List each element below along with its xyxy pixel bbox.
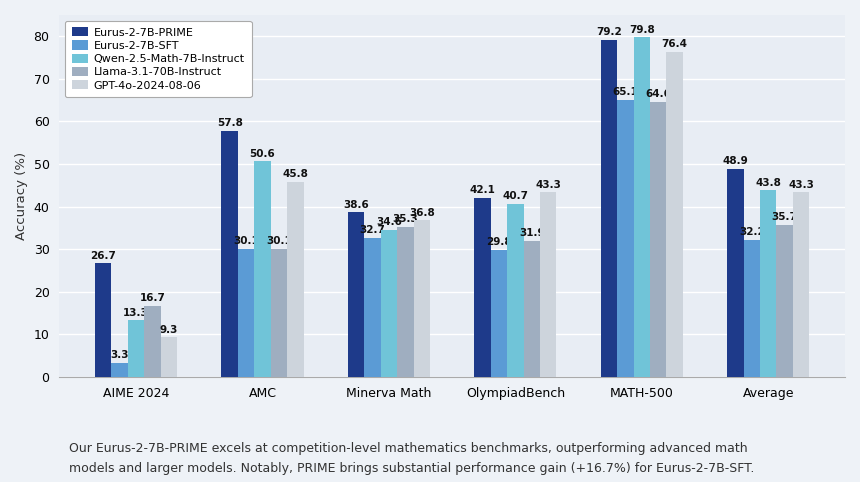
Bar <box>650 102 666 377</box>
Text: 57.8: 57.8 <box>217 118 243 128</box>
Bar <box>221 131 238 377</box>
Text: 16.7: 16.7 <box>139 293 165 303</box>
Bar <box>777 225 793 377</box>
Bar <box>524 241 540 377</box>
Bar <box>634 37 650 377</box>
Text: 36.8: 36.8 <box>408 208 434 217</box>
Text: 79.8: 79.8 <box>629 25 654 35</box>
Bar <box>381 229 397 377</box>
Bar <box>347 213 365 377</box>
Text: 45.8: 45.8 <box>282 169 309 179</box>
Bar <box>760 190 777 377</box>
Bar <box>95 263 112 377</box>
Bar <box>271 249 287 377</box>
Bar <box>414 220 430 377</box>
Y-axis label: Accuracy (%): Accuracy (%) <box>15 152 28 240</box>
Text: 30.1: 30.1 <box>233 236 259 246</box>
Bar <box>540 192 556 377</box>
Legend: Eurus-2-7B-PRIME, Eurus-2-7B-SFT, Qwen-2.5-Math-7B-Instruct, Llama-3.1-70B-Instr: Eurus-2-7B-PRIME, Eurus-2-7B-SFT, Qwen-2… <box>64 21 251 97</box>
Text: 34.6: 34.6 <box>376 217 402 227</box>
Text: 35.7: 35.7 <box>771 212 797 222</box>
Bar <box>507 203 524 377</box>
Bar <box>112 363 128 377</box>
Text: 30.1: 30.1 <box>266 236 292 246</box>
Text: 26.7: 26.7 <box>90 251 116 261</box>
Text: 35.3: 35.3 <box>392 214 418 224</box>
Text: 3.3: 3.3 <box>110 350 129 360</box>
Bar <box>128 320 144 377</box>
Text: 31.9: 31.9 <box>519 228 544 239</box>
Bar <box>491 250 507 377</box>
Text: 50.6: 50.6 <box>249 149 275 159</box>
Text: 43.8: 43.8 <box>755 178 781 188</box>
Text: 79.2: 79.2 <box>596 27 622 37</box>
Bar <box>727 169 744 377</box>
Text: 9.3: 9.3 <box>160 325 178 335</box>
Text: models and larger models. Notably, PRIME brings substantial performance gain (+1: models and larger models. Notably, PRIME… <box>69 462 754 475</box>
Text: Our Eurus-2-7B-PRIME excels at competition-level mathematics benchmarks, outperf: Our Eurus-2-7B-PRIME excels at competiti… <box>69 442 747 455</box>
Text: 43.3: 43.3 <box>788 180 814 190</box>
Text: 76.4: 76.4 <box>661 39 688 49</box>
Bar <box>474 198 491 377</box>
Text: 32.2: 32.2 <box>739 227 765 237</box>
Bar <box>144 306 161 377</box>
Text: 13.3: 13.3 <box>123 308 149 318</box>
Bar <box>793 192 809 377</box>
Bar <box>617 100 634 377</box>
Bar <box>744 240 760 377</box>
Text: 43.3: 43.3 <box>535 180 562 190</box>
Text: 65.1: 65.1 <box>612 87 638 97</box>
Bar <box>287 182 304 377</box>
Bar <box>255 161 271 377</box>
Bar <box>238 249 255 377</box>
Text: 32.7: 32.7 <box>359 225 385 235</box>
Text: 42.1: 42.1 <box>470 185 495 195</box>
Bar <box>365 238 381 377</box>
Bar <box>666 52 683 377</box>
Text: 40.7: 40.7 <box>502 191 528 201</box>
Text: 64.6: 64.6 <box>645 89 671 99</box>
Text: 38.6: 38.6 <box>343 200 369 210</box>
Bar <box>600 40 617 377</box>
Text: 48.9: 48.9 <box>722 156 748 166</box>
Bar <box>397 227 414 377</box>
Text: 29.8: 29.8 <box>486 238 512 247</box>
Bar <box>161 337 177 377</box>
